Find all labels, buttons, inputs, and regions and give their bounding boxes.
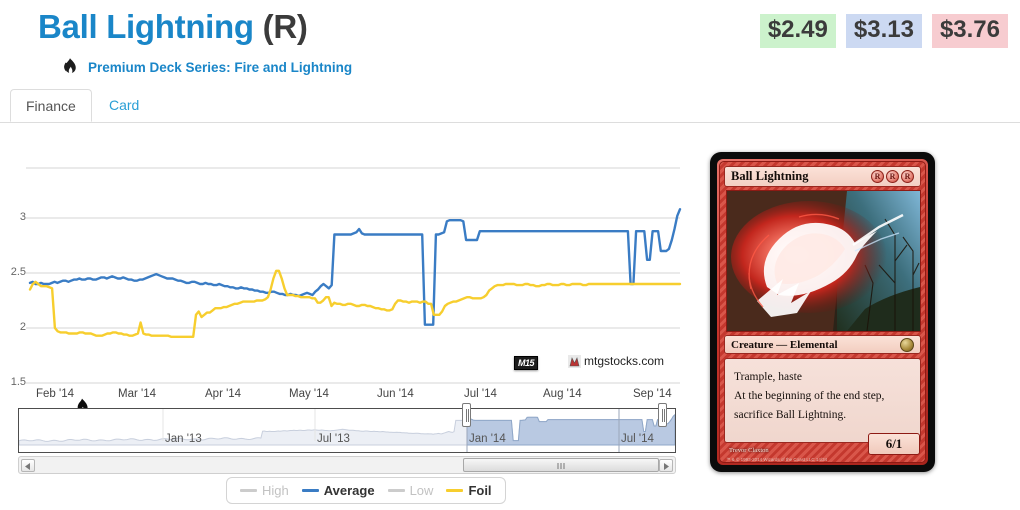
card-power-toughness: 6/1 xyxy=(868,433,920,455)
x-tick-3: May '14 xyxy=(289,388,329,400)
y-tick-3: 3 xyxy=(19,211,26,223)
scroll-left-button[interactable] xyxy=(21,459,35,472)
legend-item-foil[interactable]: Foil xyxy=(446,483,492,498)
chart-plot-area[interactable]: 3 2.5 2 1.5 M15 mtgstocks.com xyxy=(8,150,686,422)
x-tick-2: Apr '14 xyxy=(205,388,242,400)
price-high-badge: $3.76 xyxy=(931,14,1008,49)
legend-swatch-average xyxy=(301,489,319,492)
x-tick-1: Mar '14 xyxy=(118,388,156,400)
card-rules-line-1: Trample, haste xyxy=(734,371,802,383)
card-art-illustration xyxy=(727,191,920,331)
legend-swatch-foil xyxy=(446,489,464,492)
legend-swatch-low xyxy=(387,489,405,492)
legend-label-high: High xyxy=(262,483,289,498)
page-title: Ball Lightning (R) xyxy=(38,8,308,46)
card-artwork xyxy=(726,190,921,332)
navigator-handle-right[interactable] xyxy=(658,403,667,427)
watermark: mtgstocks.com xyxy=(568,354,664,368)
tab-finance[interactable]: Finance xyxy=(10,89,92,122)
card-mana-cost: R R R xyxy=(871,170,914,183)
scrollbar-grip-icon xyxy=(557,463,565,469)
chart-x-axis: Feb '14 Mar '14 Apr '14 May '14 Jun '14 … xyxy=(8,388,686,410)
navigator-svg xyxy=(19,409,675,452)
series-foil-line xyxy=(28,269,682,338)
scroll-right-button[interactable] xyxy=(659,459,673,472)
set-line[interactable]: Premium Deck Series: Fire and Lightning xyxy=(60,57,352,77)
x-tick-7: Sep '14 xyxy=(633,388,672,400)
y-tick-2: 2 xyxy=(19,321,26,333)
tab-card[interactable]: Card xyxy=(109,97,140,113)
navigator-tick-1: Jul '13 xyxy=(317,433,350,445)
set-flag-m15[interactable]: M15 xyxy=(514,356,539,370)
legend-label-average: Average xyxy=(323,483,375,498)
price-badges: $2.49 $3.13 $3.76 xyxy=(759,14,1008,49)
chevron-left-icon xyxy=(25,462,30,470)
card-rules-line-2: At the beginning of the end step, xyxy=(734,390,885,403)
series-average-line xyxy=(28,208,682,326)
card-title-name: Ball Lightning xyxy=(731,169,809,183)
card-name-heading: Ball Lightning xyxy=(38,8,254,45)
legend-swatch-high xyxy=(240,489,257,492)
x-tick-6: Aug '14 xyxy=(543,388,582,400)
card-set-symbol-icon xyxy=(900,337,914,352)
watermark-text: mtgstocks.com xyxy=(584,354,665,368)
mana-pip-red-2: R xyxy=(886,170,899,183)
x-tick-0: Feb '14 xyxy=(36,388,74,400)
legend-item-high[interactable]: High xyxy=(240,483,289,498)
price-average-badge: $3.13 xyxy=(845,14,922,49)
navigator-tick-3: Jul '14 xyxy=(621,433,654,445)
card-copyright-line: ™ & © 1993-2014 Wizards of the Coast LLC… xyxy=(726,457,828,462)
card-artist-credit: Trevor Claxton xyxy=(729,447,769,454)
tab-bar: Finance Card xyxy=(0,89,1020,123)
tab-bar-divider xyxy=(0,122,1020,123)
scrollbar-thumb[interactable] xyxy=(463,458,659,472)
chart-navigator[interactable]: Jan '13 Jul '13 Jan '14 Jul '14 xyxy=(18,408,676,453)
page-header: Ball Lightning (R) Premium Deck Series: … xyxy=(0,0,1020,88)
legend-label-foil: Foil xyxy=(468,483,492,498)
legend-item-average[interactable]: Average xyxy=(301,483,375,498)
chevron-right-icon xyxy=(664,462,669,470)
navigator-handle-left[interactable] xyxy=(462,403,471,427)
flame-set-symbol-icon xyxy=(64,58,76,73)
set-name-link[interactable]: Premium Deck Series: Fire and Lightning xyxy=(88,59,353,75)
rarity-label: (R) xyxy=(262,8,308,45)
card-inner: Ball Lightning R R R xyxy=(717,159,928,465)
mana-pip-red-1: R xyxy=(871,170,884,183)
mana-pip-red-3: R xyxy=(901,170,914,183)
card-rules-line-3: sacrifice Ball Lightning. xyxy=(734,409,847,422)
mtgstocks-logo-icon xyxy=(568,354,581,368)
legend-label-low: Low xyxy=(409,483,434,498)
y-tick-1-5: 1.5 xyxy=(10,376,26,388)
chart-svg xyxy=(26,167,682,384)
navigator-tick-0: Jan '13 xyxy=(165,433,202,445)
chart-scrollbar[interactable] xyxy=(18,456,676,474)
price-history-chart: 3 2.5 2 1.5 M15 mtgstocks.com Feb '14 xyxy=(8,150,686,505)
card-type-line: Creature — Elemental xyxy=(724,335,921,354)
card-rules-text: Trample, haste At the beginning of the e… xyxy=(724,358,921,443)
card-title-bar: Ball Lightning R R R xyxy=(724,166,921,187)
price-low-badge: $2.49 xyxy=(759,14,836,49)
card-type-text: Creature — Elemental xyxy=(731,338,838,351)
card-image[interactable]: Ball Lightning R R R xyxy=(710,152,935,472)
navigator-tick-2: Jan '14 xyxy=(469,433,506,445)
legend-item-low[interactable]: Low xyxy=(387,483,434,498)
x-tick-5: Jul '14 xyxy=(464,388,497,400)
y-tick-2-5: 2.5 xyxy=(10,266,26,278)
x-tick-4: Jun '14 xyxy=(377,388,414,400)
chart-legend: High Average Low Foil xyxy=(226,477,506,504)
